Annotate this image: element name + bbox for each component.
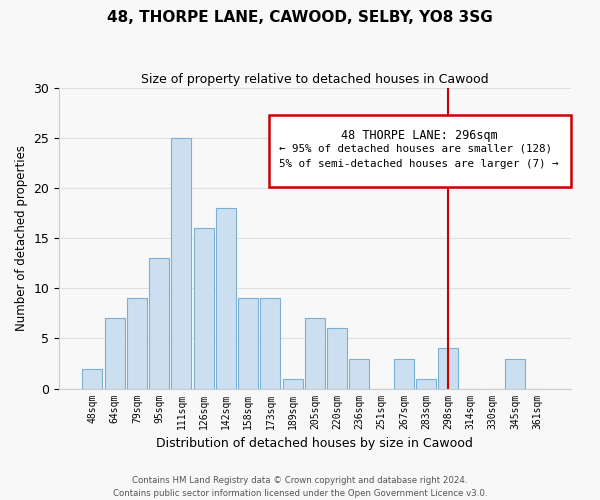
FancyBboxPatch shape xyxy=(269,115,571,187)
Y-axis label: Number of detached properties: Number of detached properties xyxy=(15,146,28,332)
Text: 5% of semi-detached houses are larger (7) →: 5% of semi-detached houses are larger (7… xyxy=(279,158,559,168)
Bar xyxy=(327,328,347,388)
Text: ← 95% of detached houses are smaller (128): ← 95% of detached houses are smaller (12… xyxy=(279,144,552,154)
Text: Contains HM Land Registry data © Crown copyright and database right 2024.
Contai: Contains HM Land Registry data © Crown c… xyxy=(113,476,487,498)
Text: 48, THORPE LANE, CAWOOD, SELBY, YO8 3SG: 48, THORPE LANE, CAWOOD, SELBY, YO8 3SG xyxy=(107,10,493,25)
Bar xyxy=(82,368,103,388)
Bar xyxy=(305,318,325,388)
Bar xyxy=(394,358,414,388)
Title: Size of property relative to detached houses in Cawood: Size of property relative to detached ho… xyxy=(141,72,488,86)
Bar xyxy=(172,138,191,388)
Bar xyxy=(104,318,125,388)
Bar xyxy=(127,298,147,388)
Bar xyxy=(194,228,214,388)
Bar xyxy=(283,378,302,388)
X-axis label: Distribution of detached houses by size in Cawood: Distribution of detached houses by size … xyxy=(157,437,473,450)
Bar xyxy=(416,378,436,388)
Bar xyxy=(149,258,169,388)
Bar xyxy=(439,348,458,389)
Bar xyxy=(260,298,280,388)
Bar xyxy=(216,208,236,388)
Text: 48 THORPE LANE: 296sqm: 48 THORPE LANE: 296sqm xyxy=(341,128,498,141)
Bar xyxy=(349,358,370,388)
Bar xyxy=(505,358,525,388)
Bar xyxy=(238,298,258,388)
